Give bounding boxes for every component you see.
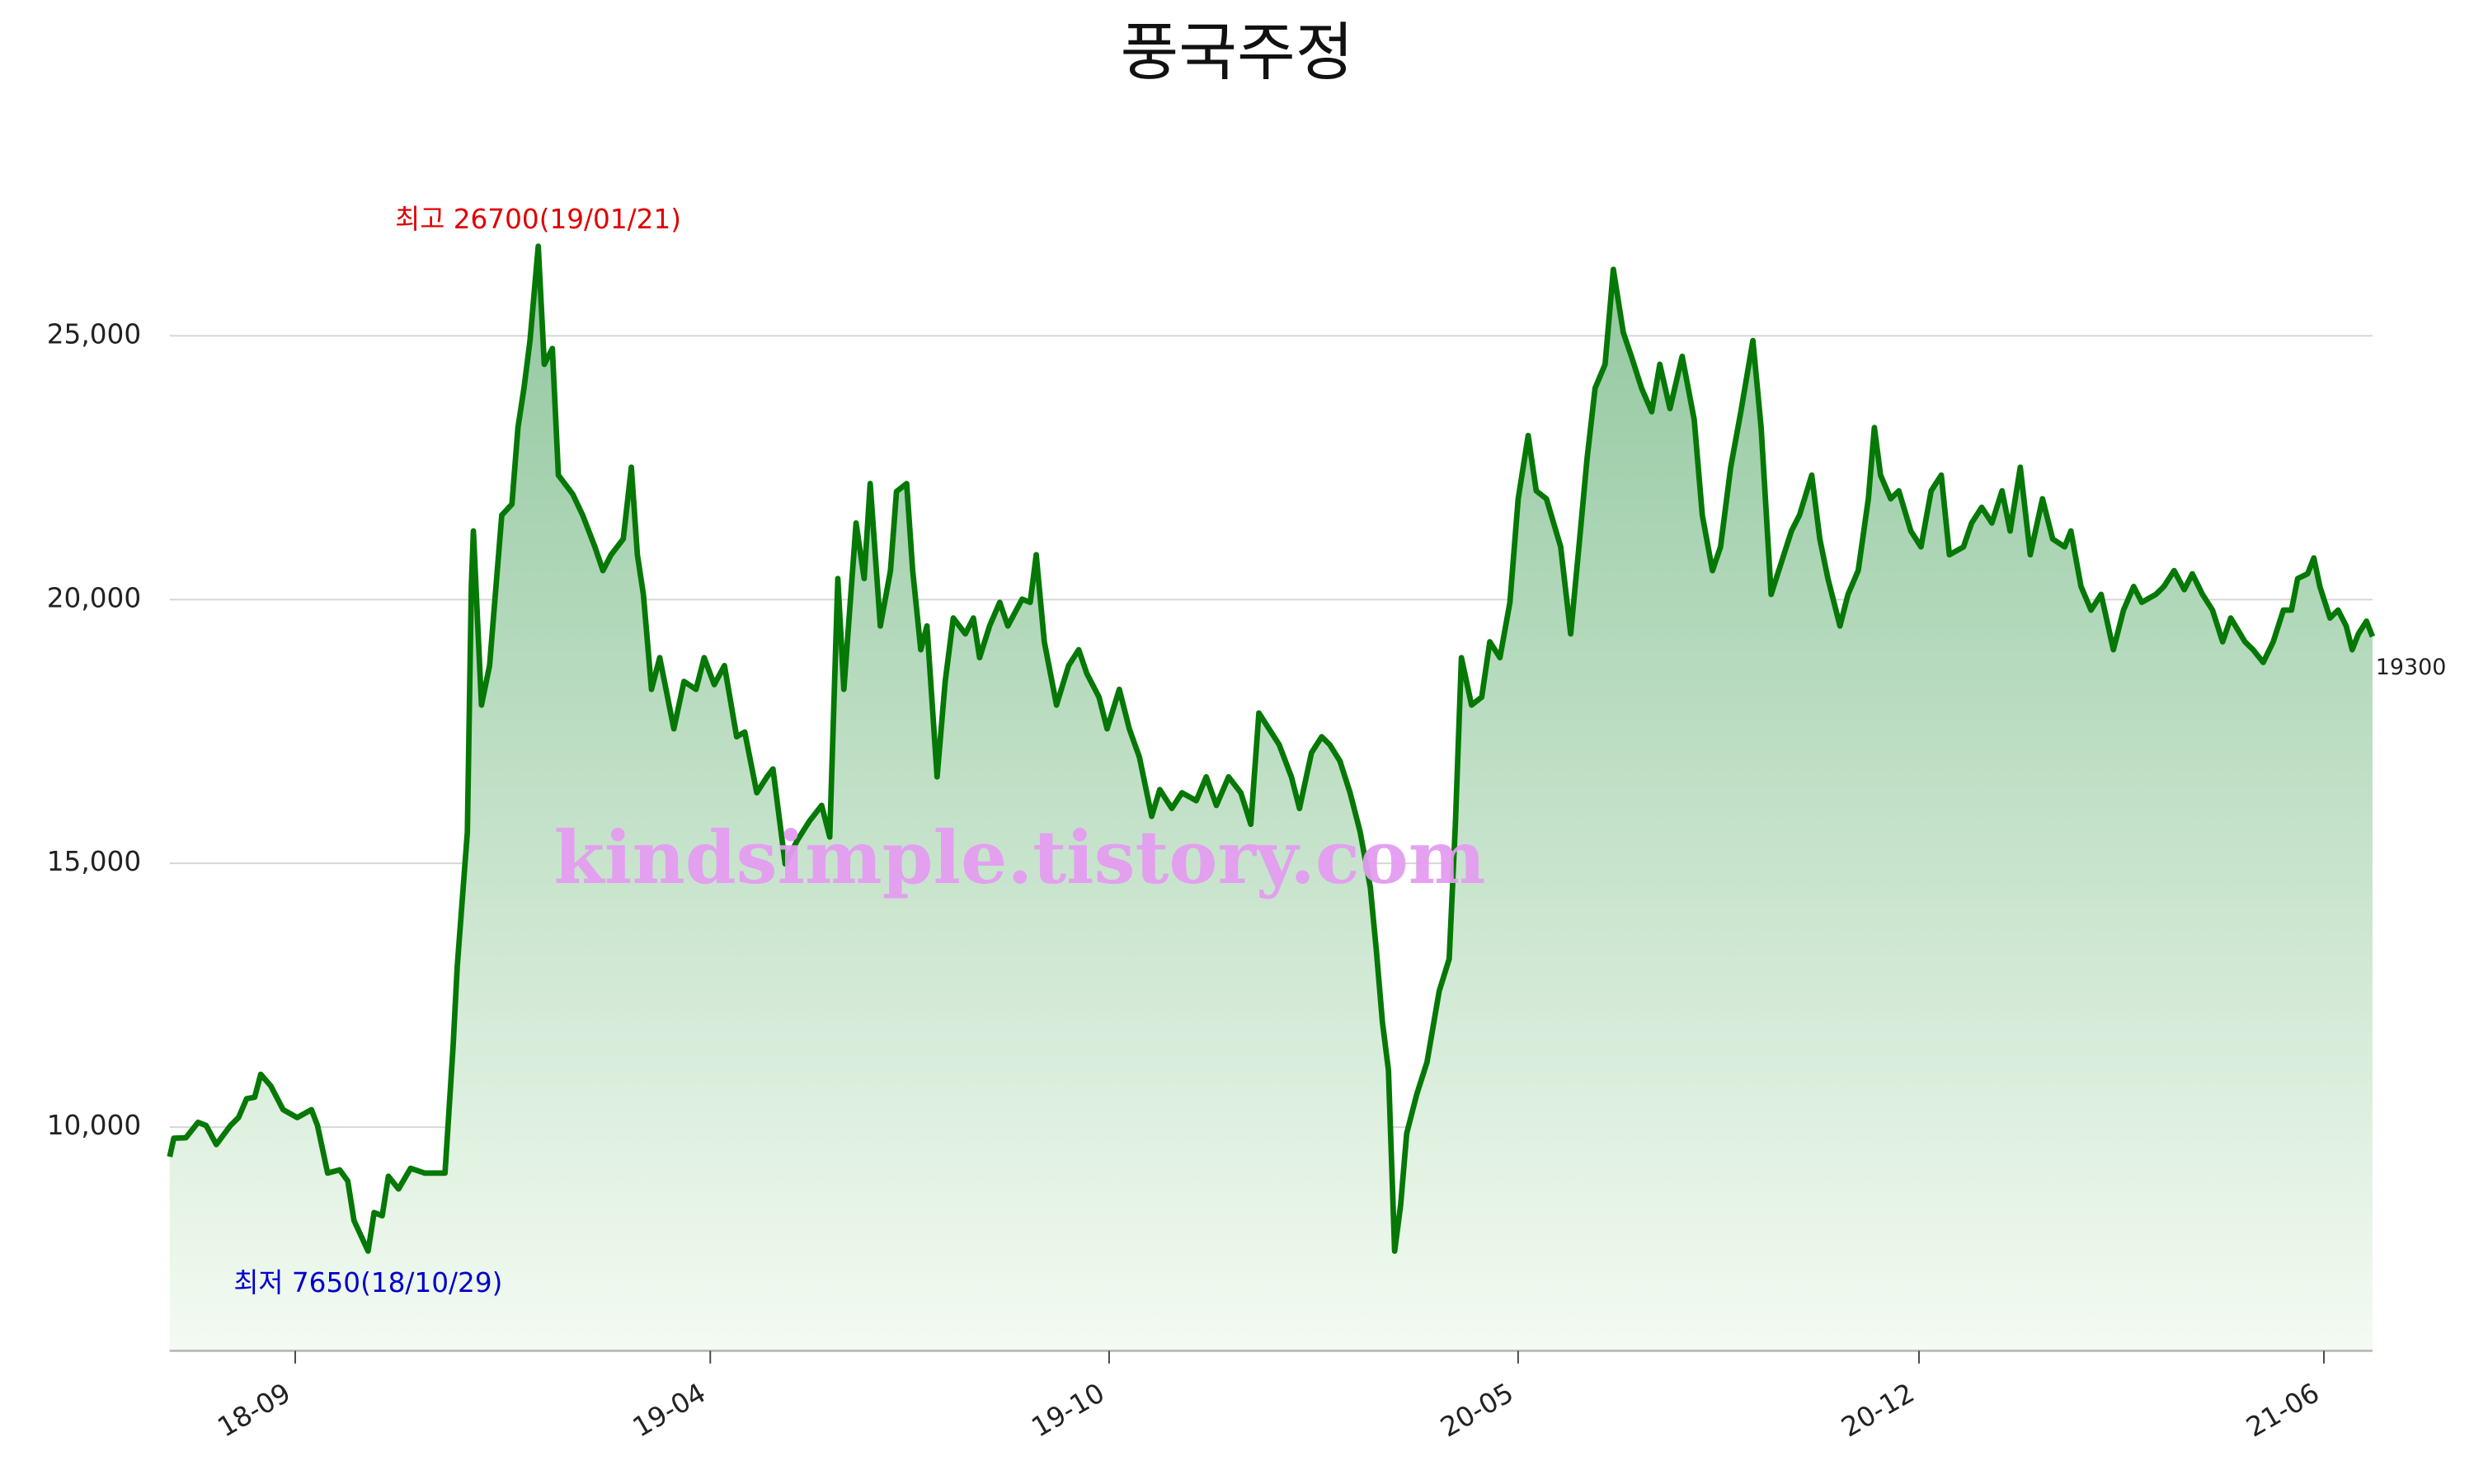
x-tick-label: 19-04 bbox=[628, 1377, 711, 1443]
high-annotation: 최고 26700(19/01/21) bbox=[395, 204, 681, 235]
y-tick-label: 15,000 bbox=[47, 846, 141, 877]
last-value-label: 19300 bbox=[2376, 655, 2447, 680]
price-line bbox=[167, 243, 2376, 1254]
price-area bbox=[169, 246, 2373, 1351]
x-tick-label: 20-05 bbox=[1435, 1377, 1518, 1443]
x-tick-label: 20-12 bbox=[1837, 1377, 1920, 1443]
y-tick-label: 20,000 bbox=[47, 582, 141, 613]
chart-title: 풍국주정 bbox=[1120, 16, 1353, 90]
watermark: kindsimple.tistory.com bbox=[554, 815, 1486, 900]
x-tick-label: 19-10 bbox=[1026, 1377, 1109, 1443]
y-tick-label: 25,000 bbox=[47, 318, 141, 350]
x-tick-label: 18-09 bbox=[213, 1377, 296, 1443]
low-annotation: 최저 7650(18/10/29) bbox=[233, 1267, 502, 1298]
x-tick-label: 21-06 bbox=[2241, 1377, 2325, 1443]
y-tick-label: 10,000 bbox=[47, 1110, 141, 1141]
